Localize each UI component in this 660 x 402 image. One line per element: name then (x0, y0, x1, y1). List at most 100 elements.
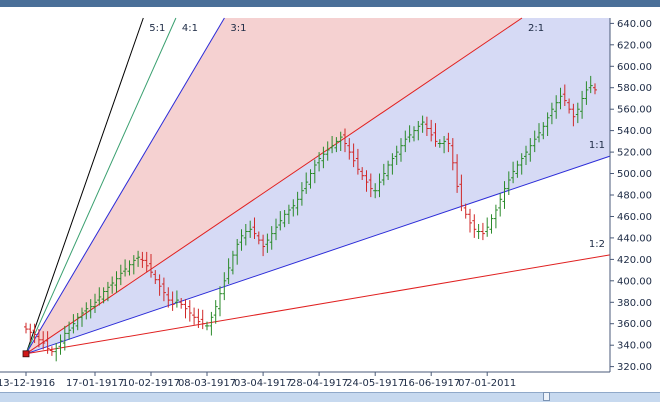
price-bar (532, 130, 537, 153)
price-bar (67, 321, 72, 340)
price-bar (506, 171, 511, 195)
fan-label-5-to-1: 5:1 (149, 23, 165, 34)
price-bar (218, 286, 222, 317)
price-bar (205, 321, 209, 331)
fan-origin-marker[interactable] (22, 350, 30, 358)
price-bar (558, 87, 563, 110)
price-bar (394, 145, 399, 165)
fan-line-5-to-1[interactable] (25, 17, 144, 354)
x-tick-label: 17-01-1917 (66, 378, 124, 389)
y-tick-label: 320.00 (617, 362, 652, 373)
y-tick-label: 600.00 (617, 62, 652, 73)
x-tick-label: 24-05-1917 (346, 378, 404, 389)
price-bar (75, 313, 80, 331)
x-axis: 13-12-1916 17-01-191710-02-191708-03-1917… (0, 372, 516, 389)
price-bar (446, 132, 451, 153)
x-tick-label: 16-06-1917 (402, 378, 460, 389)
price-bar (343, 128, 347, 153)
price-bar (489, 214, 494, 234)
price-bar (502, 181, 507, 209)
fan-line-1-to-2[interactable] (25, 254, 611, 355)
price-bar (480, 222, 485, 241)
price-bar (192, 307, 197, 325)
price-bar (84, 302, 89, 320)
price-bar (360, 167, 365, 180)
price-bar (149, 254, 153, 278)
price-bar (463, 203, 468, 219)
price-bar (80, 307, 84, 327)
fan-line-4-to-1[interactable] (25, 17, 177, 355)
price-bar (368, 173, 373, 198)
price-bar (62, 325, 67, 351)
price-bar (351, 143, 356, 168)
price-bar (554, 95, 559, 119)
time-scrollbar[interactable] (0, 392, 660, 402)
price-bar (235, 239, 240, 265)
price-bar (123, 259, 128, 277)
y-tick-label: 480.00 (617, 191, 652, 202)
fan-line-3-to-1[interactable] (25, 17, 225, 355)
price-bar (562, 84, 567, 106)
price-bar (140, 251, 145, 268)
price-bar (549, 102, 554, 125)
fan-origin (22, 350, 30, 358)
price-bar (49, 346, 54, 356)
price-bar (386, 160, 391, 180)
price-bar (166, 287, 171, 308)
price-bar (416, 121, 421, 141)
price-bar (230, 250, 235, 275)
gann-fan-chart[interactable]: 320.00 340.00 360.00 380.00 400.00 420.00 440.… (0, 0, 660, 392)
x-tick-label: 03-04-1917 (234, 378, 292, 389)
price-bar (459, 174, 464, 212)
price-bar (455, 154, 460, 193)
price-bar (403, 130, 408, 153)
price-bar (41, 331, 46, 350)
y-tick-label: 640.00 (617, 19, 652, 30)
price-bar (248, 220, 253, 238)
y-tick-label: 580.00 (617, 83, 652, 94)
price-bar (105, 281, 110, 302)
fan-line-1-to-1[interactable] (25, 155, 611, 355)
fan-label-2-to-1: 2:1 (528, 23, 544, 34)
y-tick-label: 360.00 (617, 319, 652, 330)
price-bar (295, 191, 300, 216)
price-bar (468, 208, 472, 233)
price-bar (412, 126, 416, 142)
price-bar (71, 314, 76, 334)
price-bar (321, 146, 326, 169)
price-bar (515, 160, 520, 178)
price-bar (299, 182, 304, 206)
fan-line-2-to-1[interactable] (25, 17, 523, 355)
y-axis: 320.00 340.00 360.00 380.00 400.00 420.00 440.… (610, 19, 652, 373)
y-tick-label: 500.00 (617, 169, 652, 180)
price-bar (136, 250, 141, 267)
price-bar (498, 192, 503, 217)
price-bar (28, 323, 33, 342)
price-bar (588, 75, 593, 94)
price-bar (170, 291, 175, 311)
y-tick-label: 340.00 (617, 341, 652, 352)
price-bar (407, 125, 412, 143)
price-bar (183, 299, 188, 319)
price-bar (269, 226, 274, 250)
price-bar (45, 331, 50, 354)
price-bar (424, 116, 429, 136)
price-bar (472, 214, 477, 238)
scrollbar-thumb[interactable] (543, 392, 550, 401)
y-tick-label: 440.00 (617, 233, 652, 244)
price-bar (476, 224, 481, 239)
price-bar (528, 138, 533, 162)
price-bar (537, 123, 541, 143)
price-bar (541, 122, 546, 140)
price-bar (174, 290, 179, 308)
price-bar (347, 138, 352, 160)
price-bar (511, 161, 516, 184)
price-bar (399, 138, 403, 162)
price-bar (282, 210, 287, 228)
price-bar (93, 293, 97, 313)
price-bar (575, 102, 580, 124)
price-bar (442, 136, 447, 154)
price-bar (213, 300, 218, 324)
price-bar (54, 343, 59, 362)
